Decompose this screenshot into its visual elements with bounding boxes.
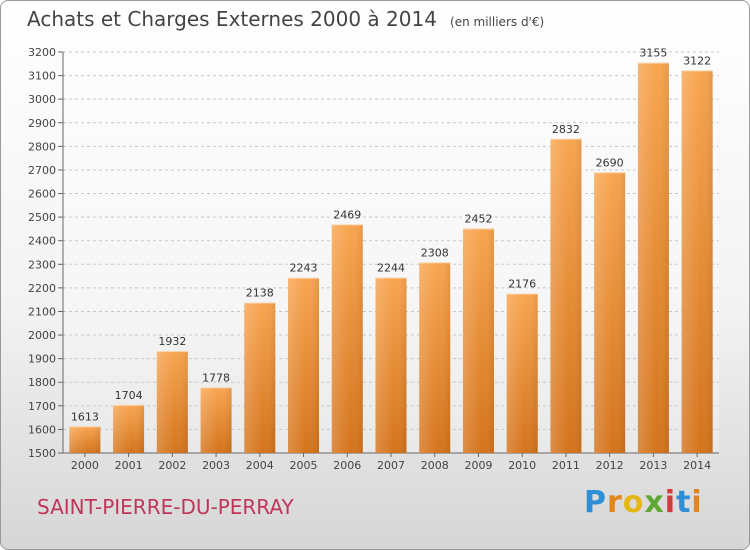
y-tick-label: 2000 <box>28 329 56 342</box>
y-tick-label: 2500 <box>28 211 56 224</box>
bar-shade <box>288 277 320 453</box>
data-label: 1613 <box>71 410 99 423</box>
x-tick-label: 2012 <box>596 459 624 472</box>
y-tick-label: 2200 <box>28 282 56 295</box>
x-tick-label: 2011 <box>552 459 580 472</box>
bar-shade <box>550 138 582 454</box>
bar-shade <box>156 351 188 453</box>
bar-shade <box>200 387 232 453</box>
data-label: 2138 <box>246 287 274 300</box>
bar-shade <box>637 62 669 453</box>
data-label: 2308 <box>421 246 449 259</box>
data-label: 2244 <box>377 262 405 275</box>
x-tick-label: 2000 <box>71 459 99 472</box>
chart-title-unit: (en milliers d'€) <box>450 15 545 29</box>
y-tick-label: 2300 <box>28 258 56 271</box>
data-label: 1704 <box>115 389 143 402</box>
data-label: 2243 <box>290 262 318 275</box>
y-tick-label: 3000 <box>28 93 56 106</box>
x-tick-label: 2003 <box>202 459 230 472</box>
bar-shade <box>681 70 713 453</box>
proxiti-logo: Proxiti <box>584 485 703 520</box>
x-tick-label: 2009 <box>464 459 492 472</box>
x-tick-label: 2010 <box>508 459 536 472</box>
x-tick-label: 2005 <box>290 459 318 472</box>
y-tick-label: 1500 <box>28 447 56 460</box>
chart-title: Achats et Charges Externes 2000 à 2014 (… <box>27 7 544 31</box>
bar-shade <box>462 228 494 453</box>
data-label: 2469 <box>333 208 361 221</box>
x-tick-label: 2006 <box>333 459 361 472</box>
chart-title-main: Achats et Charges Externes 2000 à 2014 <box>27 7 437 31</box>
x-tick-label: 2002 <box>158 459 186 472</box>
y-tick-label: 3200 <box>28 46 56 59</box>
x-tick-label: 2004 <box>246 459 274 472</box>
data-label: 2832 <box>552 123 580 136</box>
y-tick-label: 1900 <box>28 353 56 366</box>
x-tick-label: 2013 <box>639 459 667 472</box>
bar-shade <box>506 293 538 453</box>
data-label: 2452 <box>464 212 492 225</box>
city-name: SAINT-PIERRE-DU-PERRAY <box>37 495 294 519</box>
y-tick-label: 2700 <box>28 164 56 177</box>
y-tick-label: 1800 <box>28 376 56 389</box>
data-label: 3155 <box>639 47 667 60</box>
bar-shade <box>244 302 276 453</box>
bar-shade <box>594 172 626 454</box>
y-tick-label: 2600 <box>28 188 56 201</box>
x-tick-label: 2007 <box>377 459 405 472</box>
x-tick-label: 2001 <box>115 459 143 472</box>
y-tick-label: 2400 <box>28 235 56 248</box>
x-tick-label: 2008 <box>421 459 449 472</box>
y-tick-label: 3100 <box>28 70 56 83</box>
y-tick-label: 1600 <box>28 423 56 436</box>
x-tick-label: 2014 <box>683 459 711 472</box>
bar-shade <box>375 277 407 453</box>
data-label: 2690 <box>596 156 624 169</box>
y-tick-label: 2100 <box>28 305 56 318</box>
bar-shade <box>331 224 363 453</box>
data-label: 1932 <box>158 335 186 348</box>
bar-shade <box>419 262 451 453</box>
bar-shade <box>113 404 145 453</box>
y-tick-label: 2900 <box>28 117 56 130</box>
data-label: 3122 <box>683 54 711 67</box>
bar-shade <box>69 426 101 453</box>
data-label: 1778 <box>202 371 230 384</box>
y-tick-label: 2800 <box>28 140 56 153</box>
y-tick-label: 1700 <box>28 400 56 413</box>
data-label: 2176 <box>508 278 536 291</box>
